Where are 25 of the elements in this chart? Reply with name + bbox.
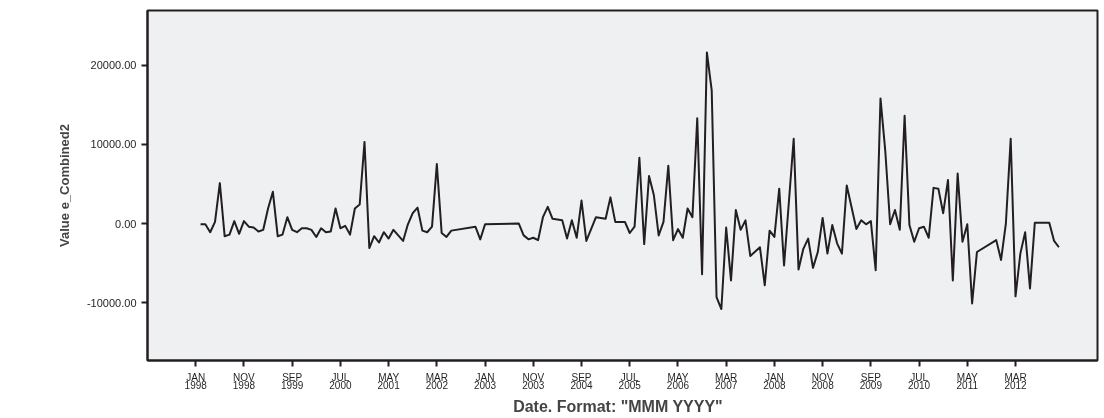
x-tick-label: SEP 2009 xyxy=(859,371,883,392)
x-tick-label: SEP 2004 xyxy=(570,371,594,392)
y-tick-label: -10000.00 xyxy=(86,296,137,309)
x-tick-label: JUL 2010 xyxy=(907,371,931,392)
x-tick-label: NOV 2008 xyxy=(811,371,835,392)
x-tick-label: MAY 2001 xyxy=(377,371,401,392)
x-tick-label: JAN 2008 xyxy=(763,371,786,392)
line-series xyxy=(199,51,1060,311)
x-tick-label: JAN 2003 xyxy=(473,371,497,392)
x-tick-label: NOV 1998 xyxy=(232,371,256,392)
x-tick-label: JUL 2000 xyxy=(329,371,352,392)
x-tick-label: MAY 2006 xyxy=(666,371,690,392)
y-axis-title: Value e_Combined2 xyxy=(56,124,72,247)
x-tick-label: NOV 2003 xyxy=(522,371,545,392)
x-tick-label: JUL 2005 xyxy=(618,371,642,392)
x-tick-label: MAR 2002 xyxy=(425,371,449,392)
y-tick-label: 10000.00 xyxy=(90,138,137,151)
x-tick-label: MAR 2007 xyxy=(715,371,738,392)
x-tick-label: MAR 2012 xyxy=(1004,371,1028,392)
x-tick-label: JAN 1998 xyxy=(184,371,208,392)
y-tick-label: 0.00 xyxy=(115,217,137,230)
y-tick-label: 20000.00 xyxy=(90,59,137,72)
x-tick-label: SEP 1999 xyxy=(281,371,304,392)
x-axis-title: Date. Format: "MMM YYYY" xyxy=(513,398,723,416)
x-tick-label: MAY 2011 xyxy=(956,371,979,392)
